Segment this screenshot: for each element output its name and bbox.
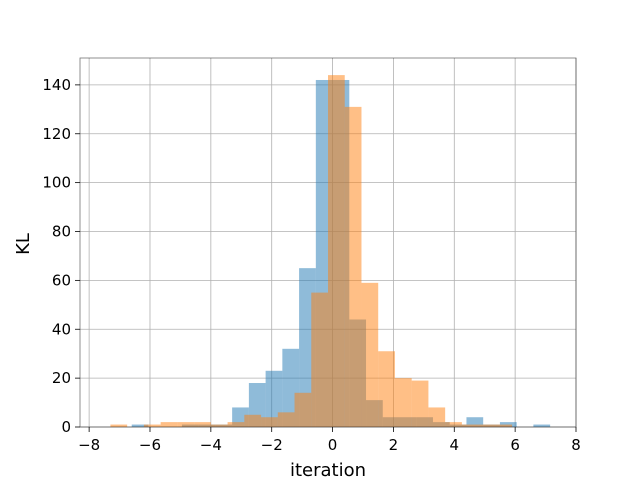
- histogram-bar-series-2: [411, 380, 429, 427]
- histogram-bar-series-2: [428, 407, 446, 427]
- histogram-bar-series-2: [311, 292, 328, 427]
- histogram-bar-series-2: [328, 75, 345, 427]
- x-tick-label: −2: [261, 436, 283, 454]
- histogram-bar-series-2: [227, 422, 245, 427]
- y-tick-label: 0: [61, 418, 71, 436]
- histogram-bar-series-2: [378, 351, 395, 427]
- histogram-bar-series-1: [533, 424, 551, 427]
- x-tick-label: 0: [328, 436, 338, 454]
- histogram-bar-series-2: [461, 424, 479, 427]
- y-tick-label: 140: [42, 76, 71, 94]
- histogram-bar-series-1: [466, 417, 484, 427]
- y-axis-label: KL: [13, 233, 34, 255]
- histogram-bar-series-2: [277, 412, 295, 427]
- histogram-bar-series-2: [110, 424, 128, 427]
- y-tick-label: 60: [52, 271, 71, 289]
- histogram-bar-series-2: [478, 424, 496, 427]
- x-tick-label: −4: [200, 436, 222, 454]
- histogram-bar-series-2: [344, 106, 362, 427]
- histogram-bar-series-2: [294, 392, 312, 427]
- x-tick-label: 8: [571, 436, 581, 454]
- histogram-bar-series-2: [244, 414, 262, 427]
- histogram-bar-series-2: [261, 417, 278, 427]
- histogram-bar-series-2: [177, 422, 195, 427]
- y-tick-label: 100: [42, 174, 71, 192]
- y-tick-label: 40: [52, 320, 71, 338]
- y-tick-label: 20: [52, 369, 71, 387]
- histogram-bar-series-2: [210, 424, 228, 427]
- histogram-bar-series-2: [143, 424, 161, 427]
- plot-frame: [79, 57, 577, 428]
- histogram-bar-series-1: [499, 422, 517, 427]
- histogram-bar-series-2: [445, 422, 462, 427]
- x-tick-label: 2: [389, 436, 399, 454]
- histogram-bar-series-2: [394, 378, 412, 427]
- histogram-bar-series-1: [131, 424, 149, 427]
- histogram-bar-series-2: [361, 282, 379, 427]
- histogram-bar-series-2: [194, 422, 211, 427]
- histogram-bar-series-2: [495, 424, 513, 427]
- x-axis-label: iteration: [290, 460, 366, 480]
- histogram-bar-series-2: [160, 422, 178, 427]
- x-tick-label: −8: [78, 436, 100, 454]
- x-tick-label: −6: [139, 436, 161, 454]
- frame-layer: [79, 57, 577, 428]
- bars-layer: [110, 75, 551, 427]
- x-tick-label: 4: [450, 436, 460, 454]
- x-tick-label: 6: [510, 436, 520, 454]
- y-tick-label: 120: [42, 125, 71, 143]
- y-tick-label: 80: [52, 223, 71, 241]
